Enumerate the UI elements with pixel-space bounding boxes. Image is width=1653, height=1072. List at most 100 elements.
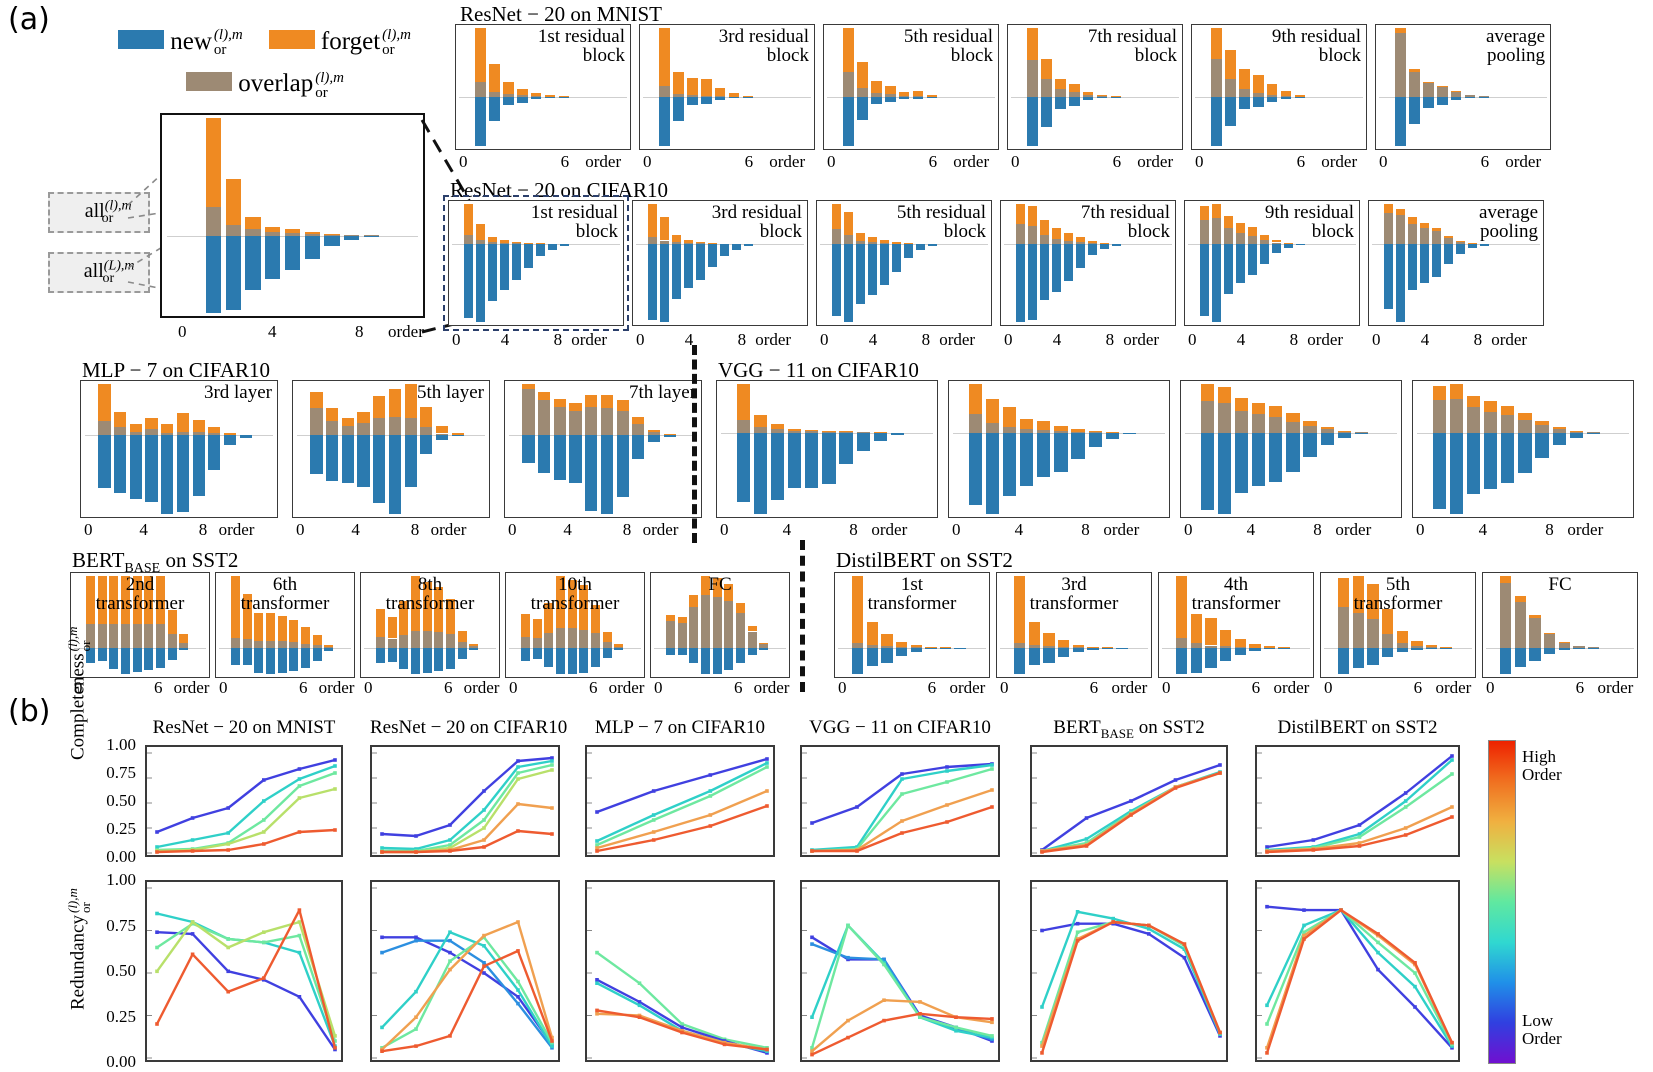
line-marker xyxy=(1302,937,1306,941)
line-series xyxy=(156,764,336,849)
bar-seg-new xyxy=(720,244,730,256)
bar-group xyxy=(1320,381,1334,517)
bar-seg-forget xyxy=(399,601,409,636)
bar-seg-forget xyxy=(284,229,301,233)
subplot-title-line: 7th residual xyxy=(1080,202,1170,223)
subplot-title-line: 7th residual xyxy=(1087,26,1177,47)
bar-seg-new xyxy=(156,647,166,669)
bar-group xyxy=(1054,25,1066,149)
line-series xyxy=(156,758,336,834)
line-series xyxy=(381,759,553,851)
bar-group xyxy=(121,573,131,677)
line-marker xyxy=(226,969,230,974)
bar-seg-forget xyxy=(686,77,698,96)
line-marker xyxy=(155,945,159,950)
subplot-title-r2-p0: 3rd layer xyxy=(204,383,272,403)
bar-seg-overlap xyxy=(968,414,982,433)
bar-seg-new xyxy=(344,235,360,241)
bar-seg-overlap xyxy=(881,645,893,648)
line-series xyxy=(382,768,553,854)
bar-seg-overlap xyxy=(1076,242,1086,245)
bar-seg-overlap xyxy=(524,243,534,245)
bar-seg-overlap xyxy=(724,600,734,648)
bar-seg-forget xyxy=(341,417,354,426)
bar-seg-new xyxy=(326,435,339,482)
bar-seg-overlap xyxy=(1028,226,1038,245)
line-marker xyxy=(918,1012,922,1016)
bar-group xyxy=(666,573,676,677)
colorbar-high-label: High Order xyxy=(1522,747,1562,784)
bar-seg-forget xyxy=(1466,395,1481,408)
bar-seg-new xyxy=(663,435,676,438)
subplot-title-line: transformer xyxy=(530,593,620,615)
subplot-title-r1-p4: 9th residual block xyxy=(1265,203,1354,242)
bar-seg-overlap xyxy=(1381,634,1394,648)
line-chart-svg xyxy=(802,752,994,854)
line-chart-svg xyxy=(147,887,337,1059)
line-marker xyxy=(448,938,452,943)
bar-group xyxy=(1444,201,1454,325)
line-marker xyxy=(190,952,195,957)
xtick-r1-p3-2: 8 xyxy=(1105,330,1115,349)
bar-seg-new xyxy=(161,435,174,514)
baseline xyxy=(1188,244,1356,246)
bar-seg-new xyxy=(231,647,241,666)
bar-group xyxy=(1105,381,1120,517)
bar-seg-new xyxy=(1500,647,1512,674)
bar-group xyxy=(373,381,386,517)
bar-seg-forget xyxy=(632,417,645,424)
bar-seg-forget xyxy=(1381,609,1394,635)
bar-seg-forget xyxy=(1456,240,1466,242)
xlabel-r0-p1: order xyxy=(769,152,806,171)
bar-seg-new xyxy=(1558,647,1570,651)
bar-group xyxy=(420,381,433,517)
bar-group xyxy=(1212,201,1222,325)
bar-group xyxy=(556,573,566,677)
bar-group xyxy=(544,573,554,677)
bar-seg-overlap xyxy=(1466,407,1481,433)
bar-seg-new xyxy=(1286,432,1300,472)
subplot-title-line: 5th layer xyxy=(416,382,484,403)
bar-seg-forget xyxy=(411,576,421,631)
line-marker xyxy=(516,1001,520,1006)
bar-seg-forget xyxy=(1057,640,1070,647)
bar-seg-overlap xyxy=(387,638,397,648)
xlabel-r5-p0: order xyxy=(949,678,986,697)
bar-seg-new xyxy=(1122,432,1137,435)
line-marker xyxy=(1040,1005,1044,1009)
line-marker xyxy=(990,1017,994,1021)
bar-seg-new xyxy=(1352,647,1364,669)
bar-seg-overlap xyxy=(1252,92,1264,97)
bar-seg-new xyxy=(579,647,589,673)
subplot-title-line: transformer xyxy=(1353,593,1443,615)
subplot-title-line: 5th xyxy=(1385,574,1411,595)
line-marker xyxy=(918,1000,922,1004)
bar-seg-forget xyxy=(277,615,287,641)
bar-seg-overlap xyxy=(245,229,261,236)
bar-seg-forget xyxy=(266,612,276,641)
bar-group xyxy=(1200,381,1214,517)
line-marker xyxy=(708,794,713,798)
line-marker xyxy=(448,849,452,853)
bar-group xyxy=(524,201,534,325)
bar-axes-r0-p5: average pooling xyxy=(1375,24,1551,150)
bar-group xyxy=(898,25,910,149)
bar-seg-new xyxy=(881,647,893,663)
xtick-r0-p1-0: 0 xyxy=(643,152,652,171)
bar-seg-new xyxy=(753,432,767,514)
line-marker xyxy=(1084,816,1089,820)
bar-seg-overlap xyxy=(660,240,670,245)
line-marker xyxy=(190,920,195,924)
bar-group xyxy=(277,573,287,677)
bar-group xyxy=(1190,573,1202,677)
line-marker xyxy=(380,850,384,854)
line-marker xyxy=(1357,844,1362,848)
baseline xyxy=(1011,96,1179,98)
bar-seg-forget xyxy=(1367,583,1379,619)
bar-group xyxy=(1294,25,1306,149)
xtick-r1-p5-0: 0 xyxy=(1372,330,1381,349)
line-marker xyxy=(765,804,769,808)
line-marker xyxy=(155,850,159,854)
bar-seg-new xyxy=(686,96,698,105)
bar-seg-overlap xyxy=(985,422,999,433)
